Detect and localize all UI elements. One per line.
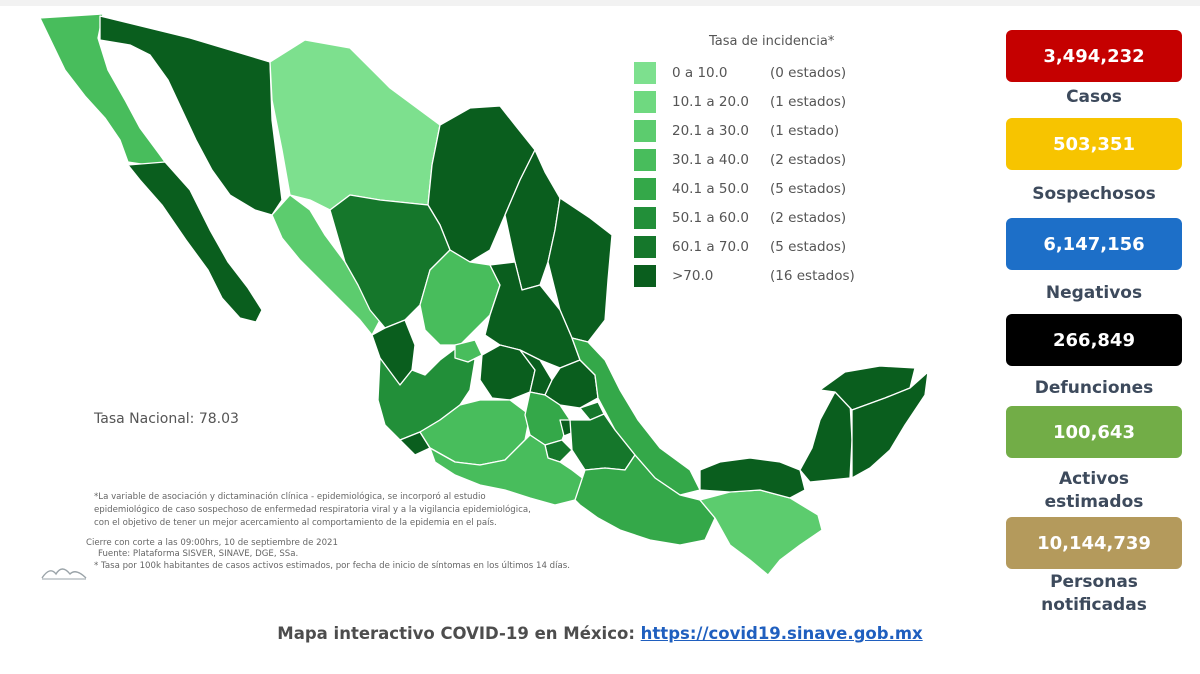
legend-swatch (634, 178, 656, 200)
logo-icon (41, 568, 87, 580)
footnote: * Tasa por 100k habitantes de casos acti… (94, 561, 570, 571)
stat-casos-label: Casos (1066, 87, 1122, 107)
legend-swatch (634, 62, 656, 84)
legend-range: 20.1 a 30.0 (672, 123, 749, 139)
stat-defunciones-label: Defunciones (1034, 378, 1154, 398)
state-tabasco[interactable] (699, 457, 806, 499)
legend-range: 0 a 10.0 (672, 65, 728, 81)
state-baja-california-sur[interactable] (127, 161, 263, 323)
legend-count: (5 estados) (770, 239, 847, 255)
national-rate: Tasa Nacional: 78.03 (94, 411, 239, 427)
stat-negativos-label: Negativos (1045, 283, 1143, 303)
legend-title: Tasa de incidencia* (709, 34, 835, 49)
legend-count: (1 estado) (770, 123, 840, 139)
footnote: epidemiológico de caso sospechoso de enf… (94, 505, 531, 515)
state-aguascalientes[interactable] (454, 339, 483, 363)
state-campeche[interactable] (799, 391, 853, 483)
legend-range: 10.1 a 20.0 (672, 94, 749, 110)
legend-swatch (634, 236, 656, 258)
legend-count: (1 estados) (770, 94, 847, 110)
state-sinaloa[interactable] (271, 194, 381, 336)
stat-activos-label: Activos estimados (1044, 469, 1144, 512)
state-chiapas[interactable] (699, 489, 823, 576)
bottom-caption-text: Mapa interactivo COVID-19 en México: (277, 624, 641, 643)
state-quintana-roo[interactable] (851, 371, 929, 479)
bottom-caption: Mapa interactivo COVID-19 en México: htt… (0, 624, 1200, 643)
legend-count: (0 estados) (770, 65, 847, 81)
stat-notificados-value: 10,144,739 (1006, 517, 1182, 569)
mexico-map (39, 13, 929, 576)
legend-swatch (634, 149, 656, 171)
stat-notificados-label: Personas notificadas (1041, 572, 1147, 615)
state-chihuahua[interactable] (269, 39, 441, 211)
state-zacatecas[interactable] (419, 249, 501, 346)
legend-swatch (634, 265, 656, 287)
legend-range: 40.1 a 50.0 (672, 181, 749, 197)
covid-map-link[interactable]: https://covid19.sinave.gob.mx (640, 624, 923, 643)
legend-count: (2 estados) (770, 152, 847, 168)
state-jalisco[interactable] (377, 344, 476, 441)
legend-count: (2 estados) (770, 210, 847, 226)
state-oaxaca[interactable] (574, 454, 716, 546)
legend-range: 30.1 a 40.0 (672, 152, 749, 168)
legend-range: >70.0 (672, 268, 714, 284)
stat-sospechosos-label: Sospechosos (1032, 184, 1156, 204)
footnote: Cierre con corte a las 09:00hrs, 10 de s… (86, 538, 338, 548)
stat-activos-value: 100,643 (1006, 406, 1182, 458)
legend-swatch (634, 120, 656, 142)
stat-sospechosos-value: 503,351 (1006, 118, 1182, 170)
legend-swatch (634, 207, 656, 229)
footnote: Fuente: Plataforma SISVER, SINAVE, DGE, … (98, 549, 299, 559)
state-veracruz[interactable] (571, 337, 701, 496)
footnote: *La variable de asociación y dictaminaci… (94, 492, 486, 502)
legend-range: 60.1 a 70.0 (672, 239, 749, 255)
legend-count: (16 estados) (770, 268, 855, 284)
stat-defunciones-value: 266,849 (1006, 314, 1182, 366)
legend-count: (5 estados) (770, 181, 847, 197)
state-guerrero[interactable] (429, 434, 586, 506)
stat-negativos-value: 6,147,156 (1006, 218, 1182, 270)
stat-casos-value: 3,494,232 (1006, 30, 1182, 82)
legend-range: 50.1 a 60.0 (672, 210, 749, 226)
legend-swatch (634, 91, 656, 113)
footnote: con el objetivo de tener un mejor acerca… (94, 518, 497, 528)
top-border (0, 0, 1200, 6)
